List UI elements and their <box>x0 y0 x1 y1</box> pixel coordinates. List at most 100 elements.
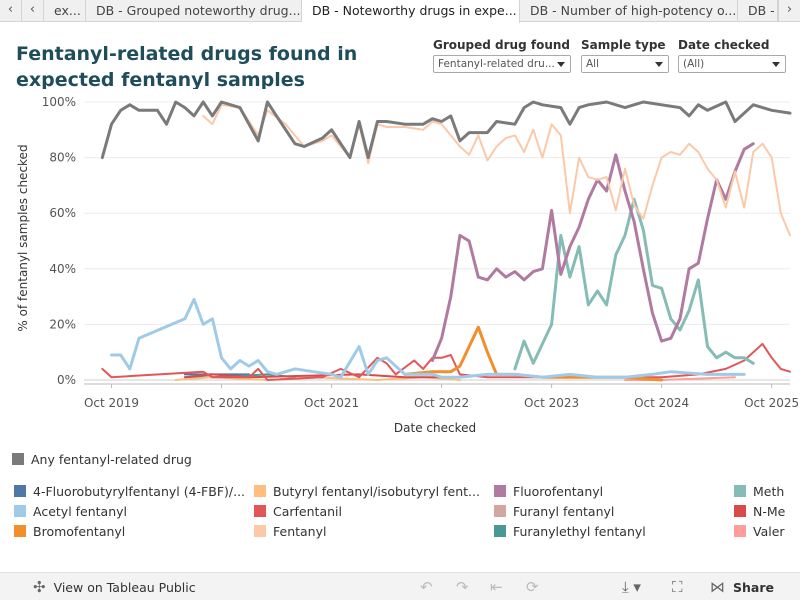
legend-swatch <box>494 505 506 517</box>
redo-icon[interactable]: ↷ <box>456 578 469 596</box>
legend-item[interactable]: Valer <box>734 524 800 540</box>
y-tick-label: 80% <box>49 151 76 165</box>
series-line <box>202 103 791 237</box>
download-icon[interactable]: ⤓ ▾ <box>622 578 641 596</box>
filter-label: Grouped drug found <box>433 38 571 52</box>
legend-swatch <box>14 505 26 517</box>
share-label: Share <box>732 580 774 595</box>
legend-label: Carfentanil <box>273 504 342 519</box>
legend-item[interactable]: Butyryl fentanyl/isobutyryl fent... <box>254 484 494 500</box>
legend-label: Meth <box>753 484 785 499</box>
bottom-toolbar: ✣ View on Tableau Public ↶ ↷ ⇤ ⟳ ⤓ ▾ ⛶ ⋈… <box>0 572 800 600</box>
legend-swatch <box>734 485 746 497</box>
legend-label: Acetyl fentanyl <box>33 504 128 519</box>
legend-item[interactable]: Bromofentanyl <box>14 524 254 540</box>
y-tick-label: 0% <box>57 373 76 387</box>
legend-swatch <box>494 525 506 537</box>
tab-sheet-4[interactable]: DB - Number of high-potency o... <box>520 0 738 22</box>
refresh-icon[interactable]: ⟳ <box>526 578 539 596</box>
legend-label: Fluorofentanyl <box>513 484 604 499</box>
filter-grouped-drug: Grouped drug found Fentanyl-related dru.… <box>433 37 571 73</box>
legend-label: Any fentanyl-related drug <box>31 452 192 467</box>
x-tick-label: Oct 2021 <box>304 396 359 410</box>
caret-down-icon <box>655 62 663 67</box>
x-tick-label: Oct 2024 <box>634 396 689 410</box>
tableau-icon: ✣ <box>33 578 46 596</box>
legend-item[interactable]: Furanyl fentanyl <box>494 504 734 520</box>
legend-label: Furanyl fentanyl <box>513 504 615 519</box>
legend-label: Furanylethyl fentanyl <box>513 524 646 539</box>
legend-label: N-Me <box>753 504 786 519</box>
x-axis-title: Date checked <box>394 421 476 435</box>
y-tick-label: 60% <box>49 206 76 220</box>
select-value: (All) <box>683 58 705 70</box>
series-line <box>513 197 755 371</box>
legend-swatch <box>734 525 746 537</box>
date-checked-select[interactable]: (All) <box>678 55 786 73</box>
tab-sheet-3[interactable]: DB - Noteworthy drugs in expe... <box>302 0 520 23</box>
legend-label: Valer <box>753 524 785 539</box>
legend-item[interactable]: N-Me <box>734 504 800 520</box>
select-value: All <box>586 58 600 70</box>
legend-item[interactable]: Fluorofentanyl <box>494 484 734 500</box>
legend-label: Fentanyl <box>273 524 327 539</box>
undo-icon[interactable]: ↶ <box>420 578 433 596</box>
legend-item[interactable]: Furanylethyl fentanyl <box>494 524 734 540</box>
sample-type-select[interactable]: All <box>581 55 669 73</box>
filter-sample-type: Sample type All <box>581 37 669 73</box>
legend-item[interactable]: Meth <box>734 484 800 500</box>
fullscreen-icon[interactable]: ⛶ <box>672 578 683 596</box>
line-chart: 0% 20% 40% 60% 80% 100% Oct 2019 Oct 2020 Oct 20… <box>16 95 799 435</box>
filter-label: Sample type <box>581 38 666 52</box>
legend-item[interactable]: Acetyl fentanyl <box>14 504 254 520</box>
legend-swatch <box>254 525 266 537</box>
x-tick-label: Oct 2023 <box>524 396 579 410</box>
legend-swatch <box>14 525 26 537</box>
y-tick-label: 20% <box>49 317 76 331</box>
y-tick-label: 100% <box>42 95 76 109</box>
filter-label: Date checked <box>678 38 770 52</box>
legend-label: 4-Fluorobutyrylfentanyl (4-FBF)/... <box>33 484 246 499</box>
share-icon: ⋈ <box>710 578 725 596</box>
page-title: Fentanyl-related drugs found in expected… <box>16 43 358 89</box>
view-on-tableau-label: View on Tableau Public <box>53 580 196 595</box>
legend-item-any[interactable]: Any fentanyl-related drug <box>12 452 192 468</box>
series-line <box>403 325 664 382</box>
legend-swatch <box>254 485 266 497</box>
chevron-left-icon[interactable]: ‹ <box>0 0 22 22</box>
legend-swatch <box>734 505 746 517</box>
x-tick-label: Oct 2022 <box>414 396 469 410</box>
x-tick-label: Oct 2019 <box>84 396 139 410</box>
view-on-tableau-button[interactable]: ✣ View on Tableau Public <box>33 573 196 600</box>
filter-date-checked: Date checked (All) <box>678 37 786 73</box>
legend-label: Butyryl fentanyl/isobutyryl fent... <box>273 484 480 499</box>
legend-item[interactable]: 4-Fluorobutyrylfentanyl (4-FBF)/... <box>14 484 254 500</box>
y-tick-label: 40% <box>49 262 76 276</box>
legend-swatch <box>14 485 26 497</box>
x-tick-label: Oct 2025 <box>744 396 799 410</box>
legend-item[interactable]: Carfentanil <box>254 504 494 520</box>
revert-icon[interactable]: ⇤ <box>490 578 503 596</box>
tab-sheet-2[interactable]: DB - Grouped noteworthy drug... <box>86 0 302 22</box>
caret-down-icon <box>772 62 780 67</box>
legend-item[interactable]: Fentanyl <box>254 524 494 540</box>
tab-sheet-1[interactable]: ex... <box>44 0 86 22</box>
select-value: Fentanyl-related dru... <box>438 58 555 70</box>
tab-sheet-5[interactable]: DB - <box>738 0 778 22</box>
legend-label: Bromofentanyl <box>33 524 126 539</box>
series-line <box>100 100 792 160</box>
sheet-tab-bar: ‹ ‹ ex... DB - Grouped noteworthy drug..… <box>0 0 800 23</box>
series-line <box>101 342 791 381</box>
y-axis-title: % of fentanyl samples checked <box>16 144 30 331</box>
series-line <box>110 297 746 379</box>
legend-swatch <box>254 505 266 517</box>
caret-down-icon <box>557 62 565 67</box>
chevron-left-icon[interactable]: ‹ <box>22 0 44 22</box>
grouped-drug-select[interactable]: Fentanyl-related dru... <box>433 55 571 73</box>
legend-swatch <box>12 453 24 465</box>
chevron-right-icon[interactable]: › <box>778 0 800 22</box>
legend: 4-Fluorobutyrylfentanyl (4-FBF)/... Acety… <box>0 484 800 544</box>
series-line <box>430 142 755 362</box>
share-button[interactable]: ⋈ Share <box>710 573 774 600</box>
legend-swatch <box>494 485 506 497</box>
